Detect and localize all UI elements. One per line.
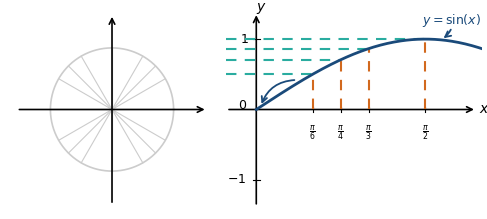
Text: $\frac{\pi}{4}$: $\frac{\pi}{4}$ <box>337 124 344 142</box>
Text: $-$1: $-$1 <box>227 173 246 186</box>
Text: $y = \sin(x)$: $y = \sin(x)$ <box>423 12 482 29</box>
Text: $\frac{\pi}{6}$: $\frac{\pi}{6}$ <box>309 124 316 142</box>
Text: 0: 0 <box>239 99 246 112</box>
Text: x: x <box>479 102 487 117</box>
Text: 1: 1 <box>241 33 249 46</box>
Text: $\frac{\pi}{2}$: $\frac{\pi}{2}$ <box>422 124 429 142</box>
Text: y: y <box>257 0 265 14</box>
Text: $\frac{\pi}{3}$: $\frac{\pi}{3}$ <box>365 124 373 142</box>
